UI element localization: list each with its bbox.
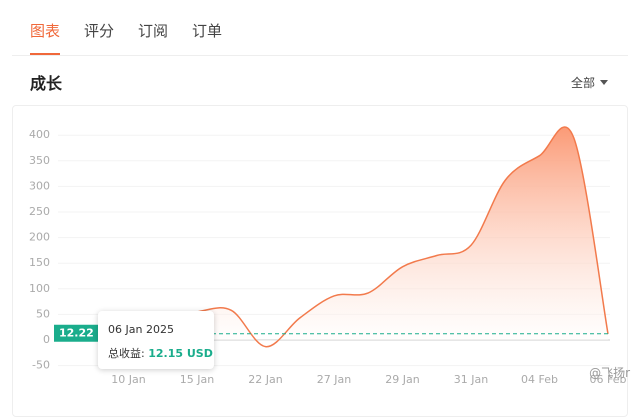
area bbox=[60, 127, 608, 347]
y-tick-label: 100 bbox=[29, 282, 50, 295]
tab[interactable]: 订阅 bbox=[138, 22, 169, 40]
section-title: 成长 bbox=[30, 74, 63, 93]
x-tick-label: 31 Jan bbox=[454, 373, 488, 386]
y-tick-label: 0 bbox=[43, 333, 50, 346]
page: 图表 评分 订阅 订单 成长 全部 -50 0 50 100 150 200 250 300 3… bbox=[0, 0, 640, 401]
chart: -50 0 50 100 150 200 250 300 350 400 10 Jan 15 Jan 2… bbox=[29, 126, 627, 386]
tooltip-value: 12.15 USD bbox=[148, 347, 213, 360]
y-tick-label: 50 bbox=[36, 307, 50, 320]
x-tick-label: 04 Feb bbox=[521, 373, 558, 386]
tabs: 图表 评分 订阅 订单 bbox=[30, 20, 222, 55]
tooltip-label: 总收益: bbox=[108, 347, 145, 360]
tab[interactable]: 评分 bbox=[84, 22, 115, 40]
tooltip: 06 Jan 2025 总收益: 12.15 USD bbox=[98, 311, 214, 369]
x-tick-label: 27 Jan bbox=[317, 373, 351, 386]
watermark: @飞扬r bbox=[589, 366, 630, 380]
y-tick-label: 350 bbox=[29, 154, 50, 167]
divider bbox=[12, 55, 628, 56]
tab[interactable]: 图表 bbox=[30, 20, 61, 55]
x-tick-label: 29 Jan bbox=[385, 373, 419, 386]
y-tick-label: -50 bbox=[32, 359, 50, 372]
y-tick-label: 150 bbox=[29, 256, 50, 269]
tab[interactable]: 订单 bbox=[192, 22, 223, 40]
x-tick-label: 22 Jan bbox=[248, 373, 282, 386]
x-tick-label: 06 Feb bbox=[590, 373, 627, 386]
filter-dropdown[interactable]: 全部 bbox=[571, 74, 608, 91]
y-tick-label: 200 bbox=[29, 231, 50, 244]
y-tick-label: 300 bbox=[29, 179, 50, 192]
x-tick-label: 10 Jan bbox=[111, 373, 145, 386]
tooltip-date: 06 Jan 2025 bbox=[108, 323, 174, 336]
y-tick-label: 400 bbox=[29, 128, 50, 141]
x-tick-label: 15 Jan bbox=[180, 373, 214, 386]
y-tick-label: 250 bbox=[29, 205, 50, 218]
